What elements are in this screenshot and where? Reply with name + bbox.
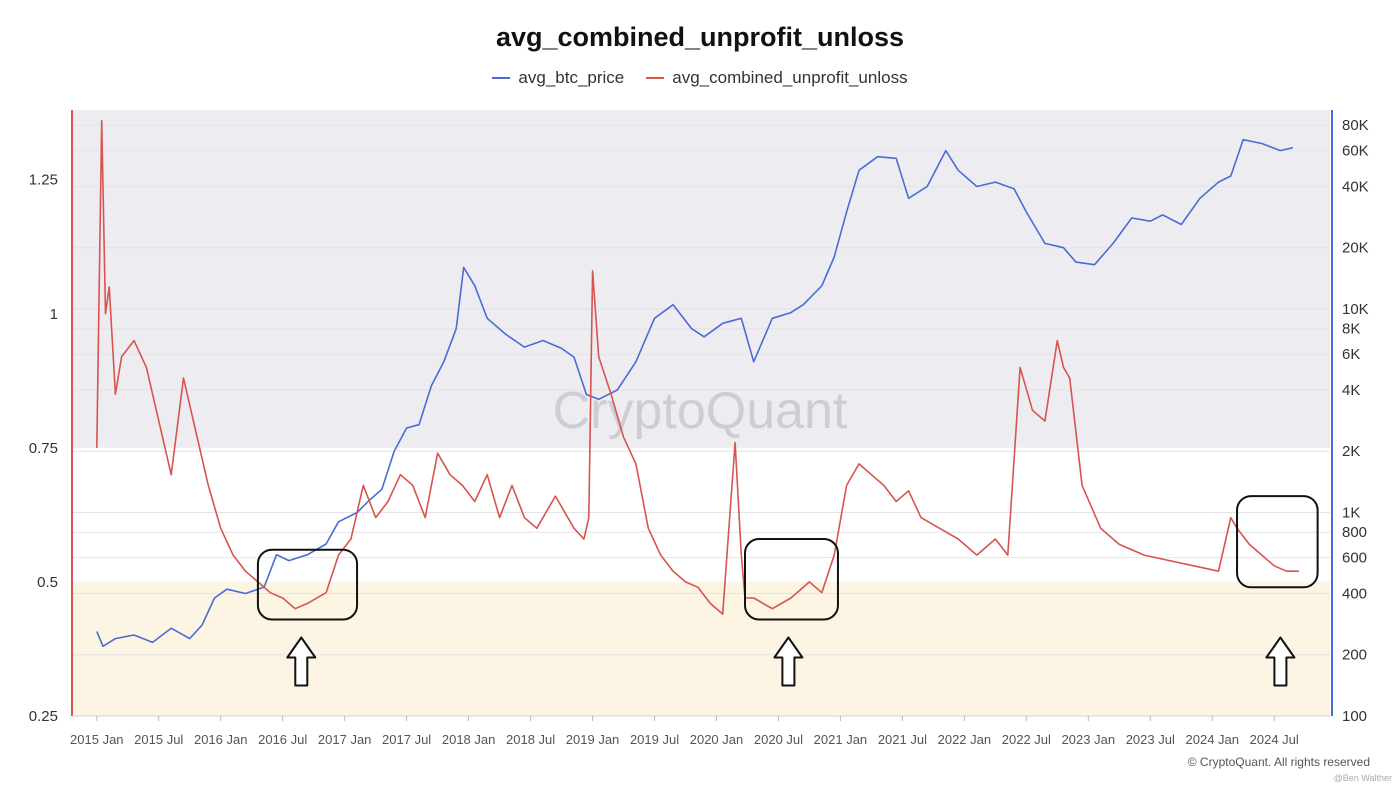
watermark: CryptoQuant xyxy=(553,382,848,440)
shaded-band-0 xyxy=(72,110,1330,448)
up-arrow-icon-0 xyxy=(286,636,317,687)
right-tick-label-6: 2K xyxy=(1342,443,1360,460)
x-tick-label-14: 2022 Jan xyxy=(938,732,992,747)
series-layer xyxy=(96,119,1299,648)
x-tick-label-5: 2017 Jul xyxy=(382,732,431,747)
shaded-band-1 xyxy=(72,581,1330,716)
right-tick-label-13: 60K xyxy=(1342,143,1369,160)
right-tick-label-4: 800 xyxy=(1342,524,1367,541)
x-tick-label-11: 2020 Jul xyxy=(754,732,803,747)
x-tick-label-16: 2023 Jan xyxy=(1062,732,1116,747)
x-tick-label-9: 2019 Jul xyxy=(630,732,679,747)
highlight-box-0 xyxy=(256,548,359,621)
legend-item-unprofit-unloss[interactable]: avg_combined_unprofit_unloss xyxy=(646,68,908,88)
x-tick-label-7: 2018 Jul xyxy=(506,732,555,747)
annotation-layer xyxy=(256,495,1319,687)
legend-swatch-btc-price xyxy=(492,77,511,79)
series-line-avg-btc-price xyxy=(96,138,1293,648)
x-tick-label-15: 2022 Jul xyxy=(1002,732,1051,747)
left-tick-label-1: 0.5 xyxy=(37,574,58,591)
x-tick-label-17: 2023 Jul xyxy=(1126,732,1175,747)
x-tick-label-19: 2024 Jul xyxy=(1250,732,1299,747)
right-tick-label-10: 10K xyxy=(1342,301,1369,318)
copyright-footer: © CryptoQuant. All rights reserved xyxy=(1187,755,1370,769)
left-tick-label-4: 1.25 xyxy=(29,172,58,189)
x-tick-label-4: 2017 Jan xyxy=(318,732,372,747)
right-tick-label-3: 600 xyxy=(1342,550,1367,567)
left-tick-label-2: 0.75 xyxy=(29,440,58,457)
series-line-avg-combined-unprofit-unloss xyxy=(96,119,1299,615)
right-tick-label-7: 4K xyxy=(1342,382,1360,399)
highlight-box-2 xyxy=(1236,495,1319,589)
right-tick-label-2: 400 xyxy=(1342,585,1367,602)
highlight-box-1 xyxy=(743,538,839,621)
right-tick-label-9: 8K xyxy=(1342,321,1360,338)
left-tick-label-0: 0.25 xyxy=(29,708,58,725)
right-tick-label-1: 200 xyxy=(1342,647,1367,664)
legend-item-btc-price[interactable]: avg_btc_price xyxy=(492,68,624,88)
x-tick-label-0: 2015 Jan xyxy=(70,732,124,747)
x-tick-label-10: 2020 Jan xyxy=(690,732,744,747)
chart-title: avg_combined_unprofit_unloss xyxy=(495,22,905,52)
x-tick-label-8: 2019 Jan xyxy=(566,732,620,747)
band-layer xyxy=(72,110,1330,716)
legend-label-unprofit-unloss: avg_combined_unprofit_unloss xyxy=(672,68,908,87)
left-tick-label-3: 1 xyxy=(50,306,58,323)
x-tick-label-3: 2016 Jul xyxy=(258,732,307,747)
up-arrow-icon-2 xyxy=(1265,636,1296,687)
axes-layer: 0.25 0.5 0.75 1 1.25 100 200 400 600 800 1K 2K 4K 6K 8… xyxy=(29,110,1369,747)
legend: avg_btc_price avg_combined_unprofit_unlo… xyxy=(0,68,1400,88)
legend-label-btc-price: avg_btc_price xyxy=(518,68,625,87)
right-tick-label-0: 100 xyxy=(1342,708,1367,725)
x-tick-label-13: 2021 Jul xyxy=(878,732,927,747)
right-tick-label-14: 80K xyxy=(1342,117,1369,134)
right-tick-label-5: 1K xyxy=(1342,504,1360,521)
attribution-tag: @Ben Walther xyxy=(1333,773,1392,783)
x-tick-label-6: 2018 Jan xyxy=(442,732,496,747)
right-tick-label-12: 40K xyxy=(1342,178,1369,195)
right-tick-label-8: 6K xyxy=(1342,346,1360,363)
x-tick-label-1: 2015 Jul xyxy=(134,732,183,747)
x-tick-label-2: 2016 Jan xyxy=(194,732,248,747)
x-tick-label-18: 2024 Jan xyxy=(1186,732,1240,747)
up-arrow-icon-1 xyxy=(773,636,804,687)
legend-swatch-unprofit-unloss xyxy=(646,77,665,79)
right-tick-label-11: 20K xyxy=(1342,240,1369,257)
x-tick-label-12: 2021 Jan xyxy=(814,732,868,747)
